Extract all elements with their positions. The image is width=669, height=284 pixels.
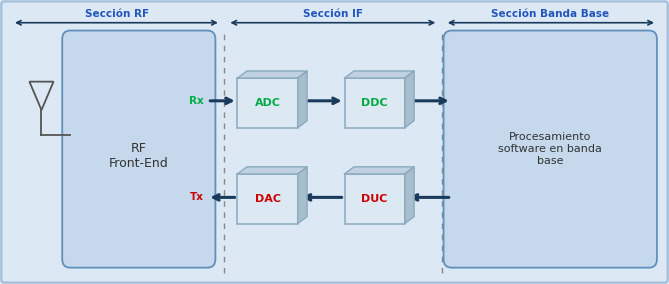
Text: Rx: Rx — [189, 96, 204, 106]
Text: DDC: DDC — [361, 98, 388, 108]
Text: DAC: DAC — [255, 194, 280, 204]
Text: DUC: DUC — [361, 194, 388, 204]
Polygon shape — [345, 167, 414, 174]
Text: RF
Front-End: RF Front-End — [109, 142, 169, 170]
Text: Procesamiento
software en banda
base: Procesamiento software en banda base — [498, 133, 602, 166]
Polygon shape — [237, 71, 307, 78]
FancyBboxPatch shape — [237, 174, 298, 224]
Text: Sección Banda Base: Sección Banda Base — [491, 9, 609, 19]
Text: Sección RF: Sección RF — [85, 9, 149, 19]
Polygon shape — [298, 167, 307, 224]
FancyBboxPatch shape — [237, 78, 298, 128]
FancyBboxPatch shape — [62, 30, 215, 268]
Polygon shape — [345, 71, 414, 78]
Text: Tx: Tx — [190, 192, 204, 202]
Polygon shape — [405, 71, 414, 128]
FancyBboxPatch shape — [444, 30, 657, 268]
Polygon shape — [237, 167, 307, 174]
Text: Sección IF: Sección IF — [303, 9, 363, 19]
Text: ADC: ADC — [255, 98, 280, 108]
Polygon shape — [405, 167, 414, 224]
Polygon shape — [298, 71, 307, 128]
FancyBboxPatch shape — [345, 174, 405, 224]
FancyBboxPatch shape — [345, 78, 405, 128]
